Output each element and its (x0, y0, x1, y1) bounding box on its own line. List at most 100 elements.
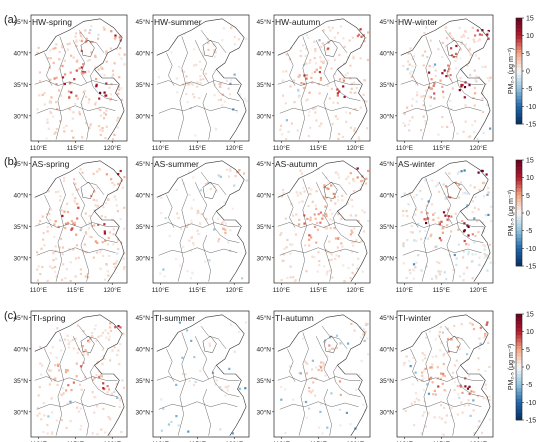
grid-cell (428, 95, 431, 98)
grid-cell (123, 386, 126, 389)
province-boundary (321, 29, 348, 53)
grid-cell (484, 245, 487, 248)
grid-cell (404, 124, 407, 127)
grid-cell (345, 120, 348, 123)
grid-cell (477, 231, 480, 234)
grid-cell (366, 127, 369, 130)
grid-cell (406, 68, 409, 71)
grid-cell (482, 230, 485, 233)
coastline (156, 314, 247, 436)
grid-cell (481, 97, 484, 100)
grid-cell (326, 270, 329, 273)
coastline (400, 160, 491, 282)
grid-cell (468, 84, 471, 87)
grid-cell (326, 426, 329, 429)
grid-cell (442, 226, 445, 229)
lat-tick-label: 30°N (13, 254, 28, 262)
grid-cell (428, 64, 431, 68)
colorbar-segment (516, 412, 522, 417)
grid-cell (311, 255, 314, 258)
grid-cell (459, 48, 462, 51)
grid-cell (467, 253, 470, 256)
grid-cell (84, 376, 87, 379)
grid-cell (328, 251, 332, 254)
grid-cell (110, 93, 113, 96)
grid-cell (66, 369, 69, 372)
beijing-boundary (80, 39, 95, 57)
grid-cell (198, 60, 201, 63)
grid-cell (116, 119, 119, 122)
grid-cell (465, 192, 469, 195)
lon-tick-label: 110°E (396, 286, 414, 294)
grid-cell (175, 258, 178, 261)
beijing-boundary (202, 39, 217, 57)
province-boundary (166, 194, 175, 228)
grid-cell (208, 342, 211, 345)
grid-cell (485, 173, 488, 176)
grid-cell (219, 175, 222, 178)
lon-tick-label: 115°E (433, 144, 451, 152)
grid-cell (77, 410, 80, 413)
colorbar-segment (516, 317, 522, 322)
grid-cell (438, 237, 441, 240)
grid-cell (331, 123, 334, 126)
grid-cell (451, 376, 454, 379)
grid-cell (292, 276, 295, 279)
grid-cell (333, 196, 336, 199)
grid-cell (351, 205, 354, 208)
lon-tick-label: 110°E (396, 440, 414, 442)
lon-tick-label: 120°E (469, 286, 487, 294)
grid-cell (66, 402, 69, 405)
grid-cell (57, 89, 61, 92)
grid-cell (115, 382, 118, 386)
lat-tick-label: 40°N (256, 191, 271, 199)
grid-cell (53, 77, 56, 80)
lat-tick-label: 40°N (135, 49, 150, 57)
grid-cell (447, 70, 450, 73)
grid-cell (222, 27, 225, 30)
grid-cell (97, 335, 100, 338)
grid-cell (448, 172, 451, 175)
grid-cell (54, 131, 57, 134)
grid-cell (88, 221, 91, 224)
grid-cell (360, 360, 363, 363)
grid-cell (75, 94, 78, 97)
province-boundary (90, 211, 118, 243)
grid-cell (333, 227, 336, 230)
grid-cell (297, 223, 301, 226)
lon-tick-label: 110°E (30, 286, 48, 294)
grid-cell (294, 279, 297, 282)
lat-tick-label: 30°N (256, 254, 271, 262)
grid-cell (117, 116, 120, 120)
grid-cell (450, 47, 453, 50)
grid-cell (79, 272, 82, 275)
province-boundary (55, 178, 66, 282)
grid-cell (420, 269, 423, 272)
grid-cell (77, 206, 80, 209)
grid-cell (238, 387, 241, 390)
grid-cell (120, 57, 123, 60)
grid-cell (178, 321, 181, 324)
grid-cell (55, 43, 58, 46)
grid-cell (312, 381, 315, 384)
grid-cell (111, 181, 114, 184)
grid-cell (359, 336, 363, 339)
grid-cell (320, 369, 323, 372)
province-boundary (315, 336, 330, 380)
colorbar-segment (516, 116, 522, 121)
grid-cell (486, 269, 489, 272)
province-boundary (34, 80, 118, 86)
lon-tick-label: 120°E (346, 440, 364, 442)
grid-cell (325, 212, 328, 216)
grid-cell (69, 340, 72, 343)
grid-cell (308, 386, 311, 389)
grid-cell (94, 101, 97, 104)
grid-cell (59, 339, 62, 342)
grid-cell (219, 386, 222, 389)
grid-cell (463, 222, 466, 225)
grid-cell (196, 81, 199, 84)
lat-tick-label: 30°N (135, 408, 150, 416)
grid-cell (233, 73, 236, 76)
grid-cell (104, 329, 107, 332)
grid-cell (402, 64, 405, 68)
